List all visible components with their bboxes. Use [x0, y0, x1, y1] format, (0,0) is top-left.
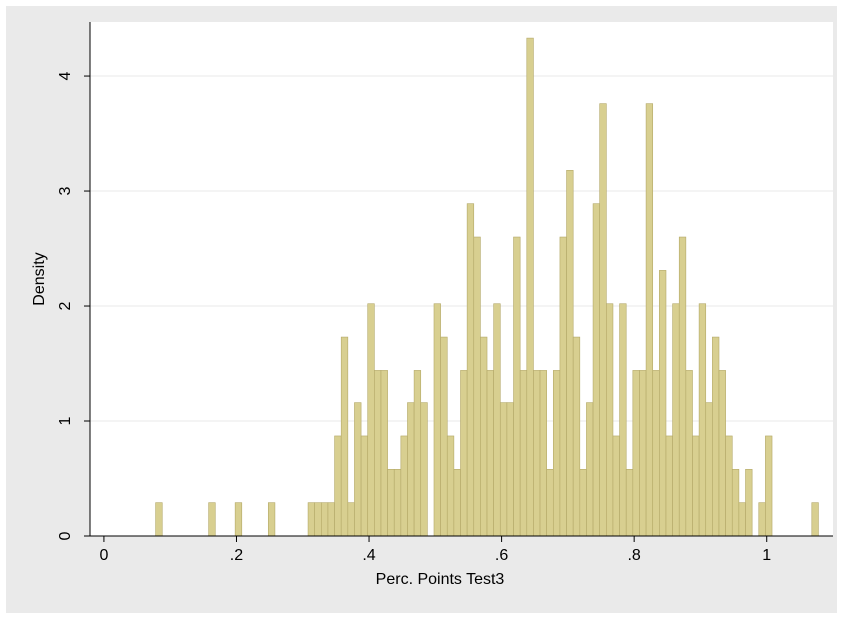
bar [473, 236, 481, 537]
bar [625, 469, 634, 537]
bar [639, 370, 647, 537]
bar [811, 502, 819, 537]
bar [665, 435, 673, 537]
bar [692, 435, 700, 537]
bar [387, 469, 395, 537]
bar [314, 502, 322, 537]
bar [765, 435, 773, 537]
bar [480, 336, 488, 537]
bar [559, 236, 567, 537]
bar [579, 469, 587, 537]
bar [440, 336, 448, 537]
bar [539, 370, 547, 537]
bar [758, 502, 766, 537]
bar [533, 370, 541, 537]
bar [466, 203, 475, 537]
bar [659, 270, 667, 537]
bar [619, 303, 627, 537]
bar [433, 303, 441, 537]
y-tick-label: 1 [57, 416, 74, 425]
bar [347, 502, 355, 537]
bar [685, 370, 693, 537]
bar [493, 303, 501, 537]
bar [360, 435, 369, 537]
bar [745, 469, 753, 537]
bar [513, 236, 521, 537]
bar [506, 402, 514, 537]
bar [705, 402, 713, 537]
bar [486, 370, 494, 537]
bar [546, 469, 554, 537]
bar [645, 103, 654, 537]
bar [712, 336, 720, 537]
bar [599, 103, 607, 537]
bar [380, 370, 388, 537]
bar [420, 402, 428, 537]
bar [334, 435, 342, 537]
bar [725, 435, 733, 537]
bar [400, 435, 408, 537]
bar [738, 502, 746, 537]
bar [526, 37, 534, 537]
bar [327, 502, 335, 537]
x-tick-label: 1 [762, 547, 771, 564]
bar [499, 402, 508, 537]
y-tick-label: 2 [57, 301, 74, 310]
bar [208, 502, 216, 537]
bar [393, 469, 402, 537]
bar [678, 236, 687, 537]
bar [652, 370, 660, 537]
y-tick-label: 0 [57, 531, 74, 540]
y-axis-title: Density [31, 252, 48, 305]
bar [340, 336, 349, 537]
x-tick-label: .6 [495, 547, 508, 564]
x-tick-label: .2 [230, 547, 243, 564]
bar [519, 370, 528, 537]
bar [321, 502, 329, 537]
bar [307, 502, 315, 537]
x-tick-label: .8 [627, 547, 640, 564]
x-tick-label: 0 [99, 547, 108, 564]
bar [453, 469, 461, 537]
bar [267, 502, 276, 537]
bar [374, 370, 382, 537]
bar [566, 170, 574, 537]
bar [155, 502, 163, 537]
x-tick-label: .4 [362, 547, 375, 564]
bar [612, 435, 620, 537]
bar [367, 303, 375, 537]
bar [234, 502, 243, 537]
bar [552, 370, 561, 537]
bar [606, 303, 614, 537]
bar [586, 402, 594, 537]
bar [731, 469, 740, 537]
bar [354, 402, 362, 537]
bar [698, 303, 707, 537]
bar [407, 402, 415, 537]
y-tick-label: 3 [57, 186, 74, 195]
bar [572, 336, 581, 537]
y-tick-label: 4 [57, 71, 74, 80]
x-axis-title: Perc. Points Test3 [376, 571, 505, 588]
bar [718, 370, 726, 537]
bar [672, 303, 680, 537]
bar [460, 370, 468, 537]
bar [413, 370, 422, 537]
bar [632, 370, 640, 537]
bar [592, 203, 600, 537]
bar [446, 435, 455, 537]
